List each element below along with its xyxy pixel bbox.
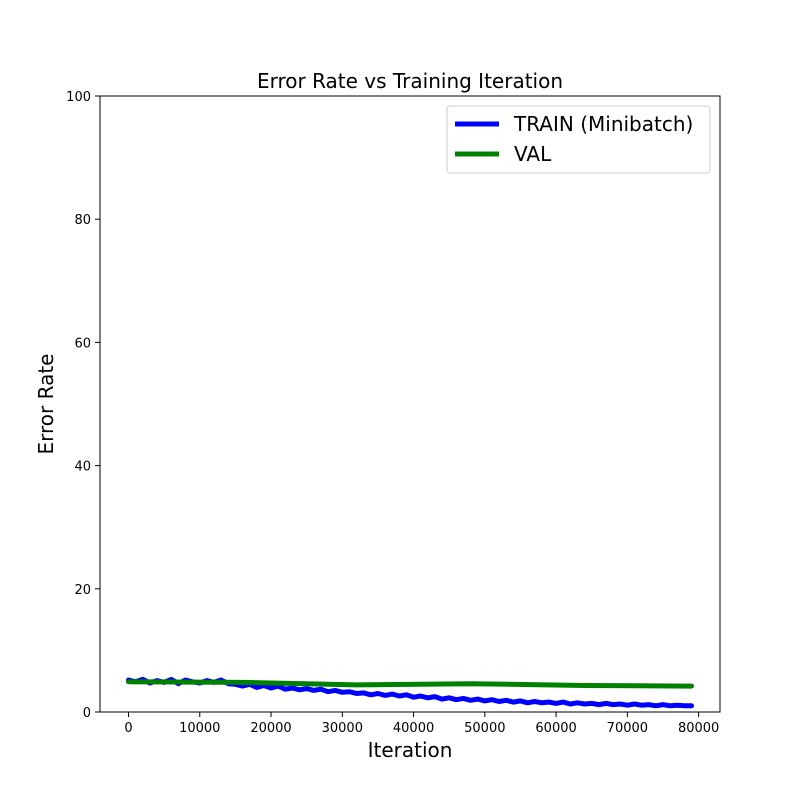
series-line-val <box>126 679 694 689</box>
legend-label-train: TRAIN (Minibatch) <box>513 112 693 136</box>
legend: TRAIN (Minibatch) VAL <box>446 105 711 174</box>
x-tick-label: 60000 <box>535 721 576 736</box>
x-tick-label: 50000 <box>464 721 505 736</box>
x-tick-label: 80000 <box>678 721 719 736</box>
y-tick-label: 100 <box>66 90 91 105</box>
x-tick-label: 0 <box>124 721 132 736</box>
x-tick-label: 20000 <box>250 721 291 736</box>
y-tick-label: 40 <box>74 460 91 475</box>
y-tick-label: 20 <box>74 583 91 598</box>
x-axis-title: Iteration <box>368 738 453 762</box>
y-axis-title: Error Rate <box>34 354 58 455</box>
y-tick-label: 80 <box>74 213 91 228</box>
plot-frame <box>99 95 721 713</box>
y-axis-ticks: 0 20 40 60 80 100 <box>66 90 100 721</box>
x-axis-ticks: 0 10000 20000 30000 40000 50000 60000 70000 8000… <box>124 712 719 736</box>
y-tick-label: 60 <box>74 336 91 351</box>
x-tick-label: 40000 <box>393 721 434 736</box>
x-tick-label: 10000 <box>179 721 220 736</box>
x-tick-label: 70000 <box>607 721 648 736</box>
legend-box <box>446 105 711 174</box>
legend-label-val: VAL <box>514 142 552 166</box>
y-tick-label: 0 <box>83 706 91 721</box>
chart-title: Error Rate vs Training Iteration <box>257 69 563 93</box>
plot-lines <box>126 676 694 709</box>
x-tick-label: 30000 <box>322 721 363 736</box>
